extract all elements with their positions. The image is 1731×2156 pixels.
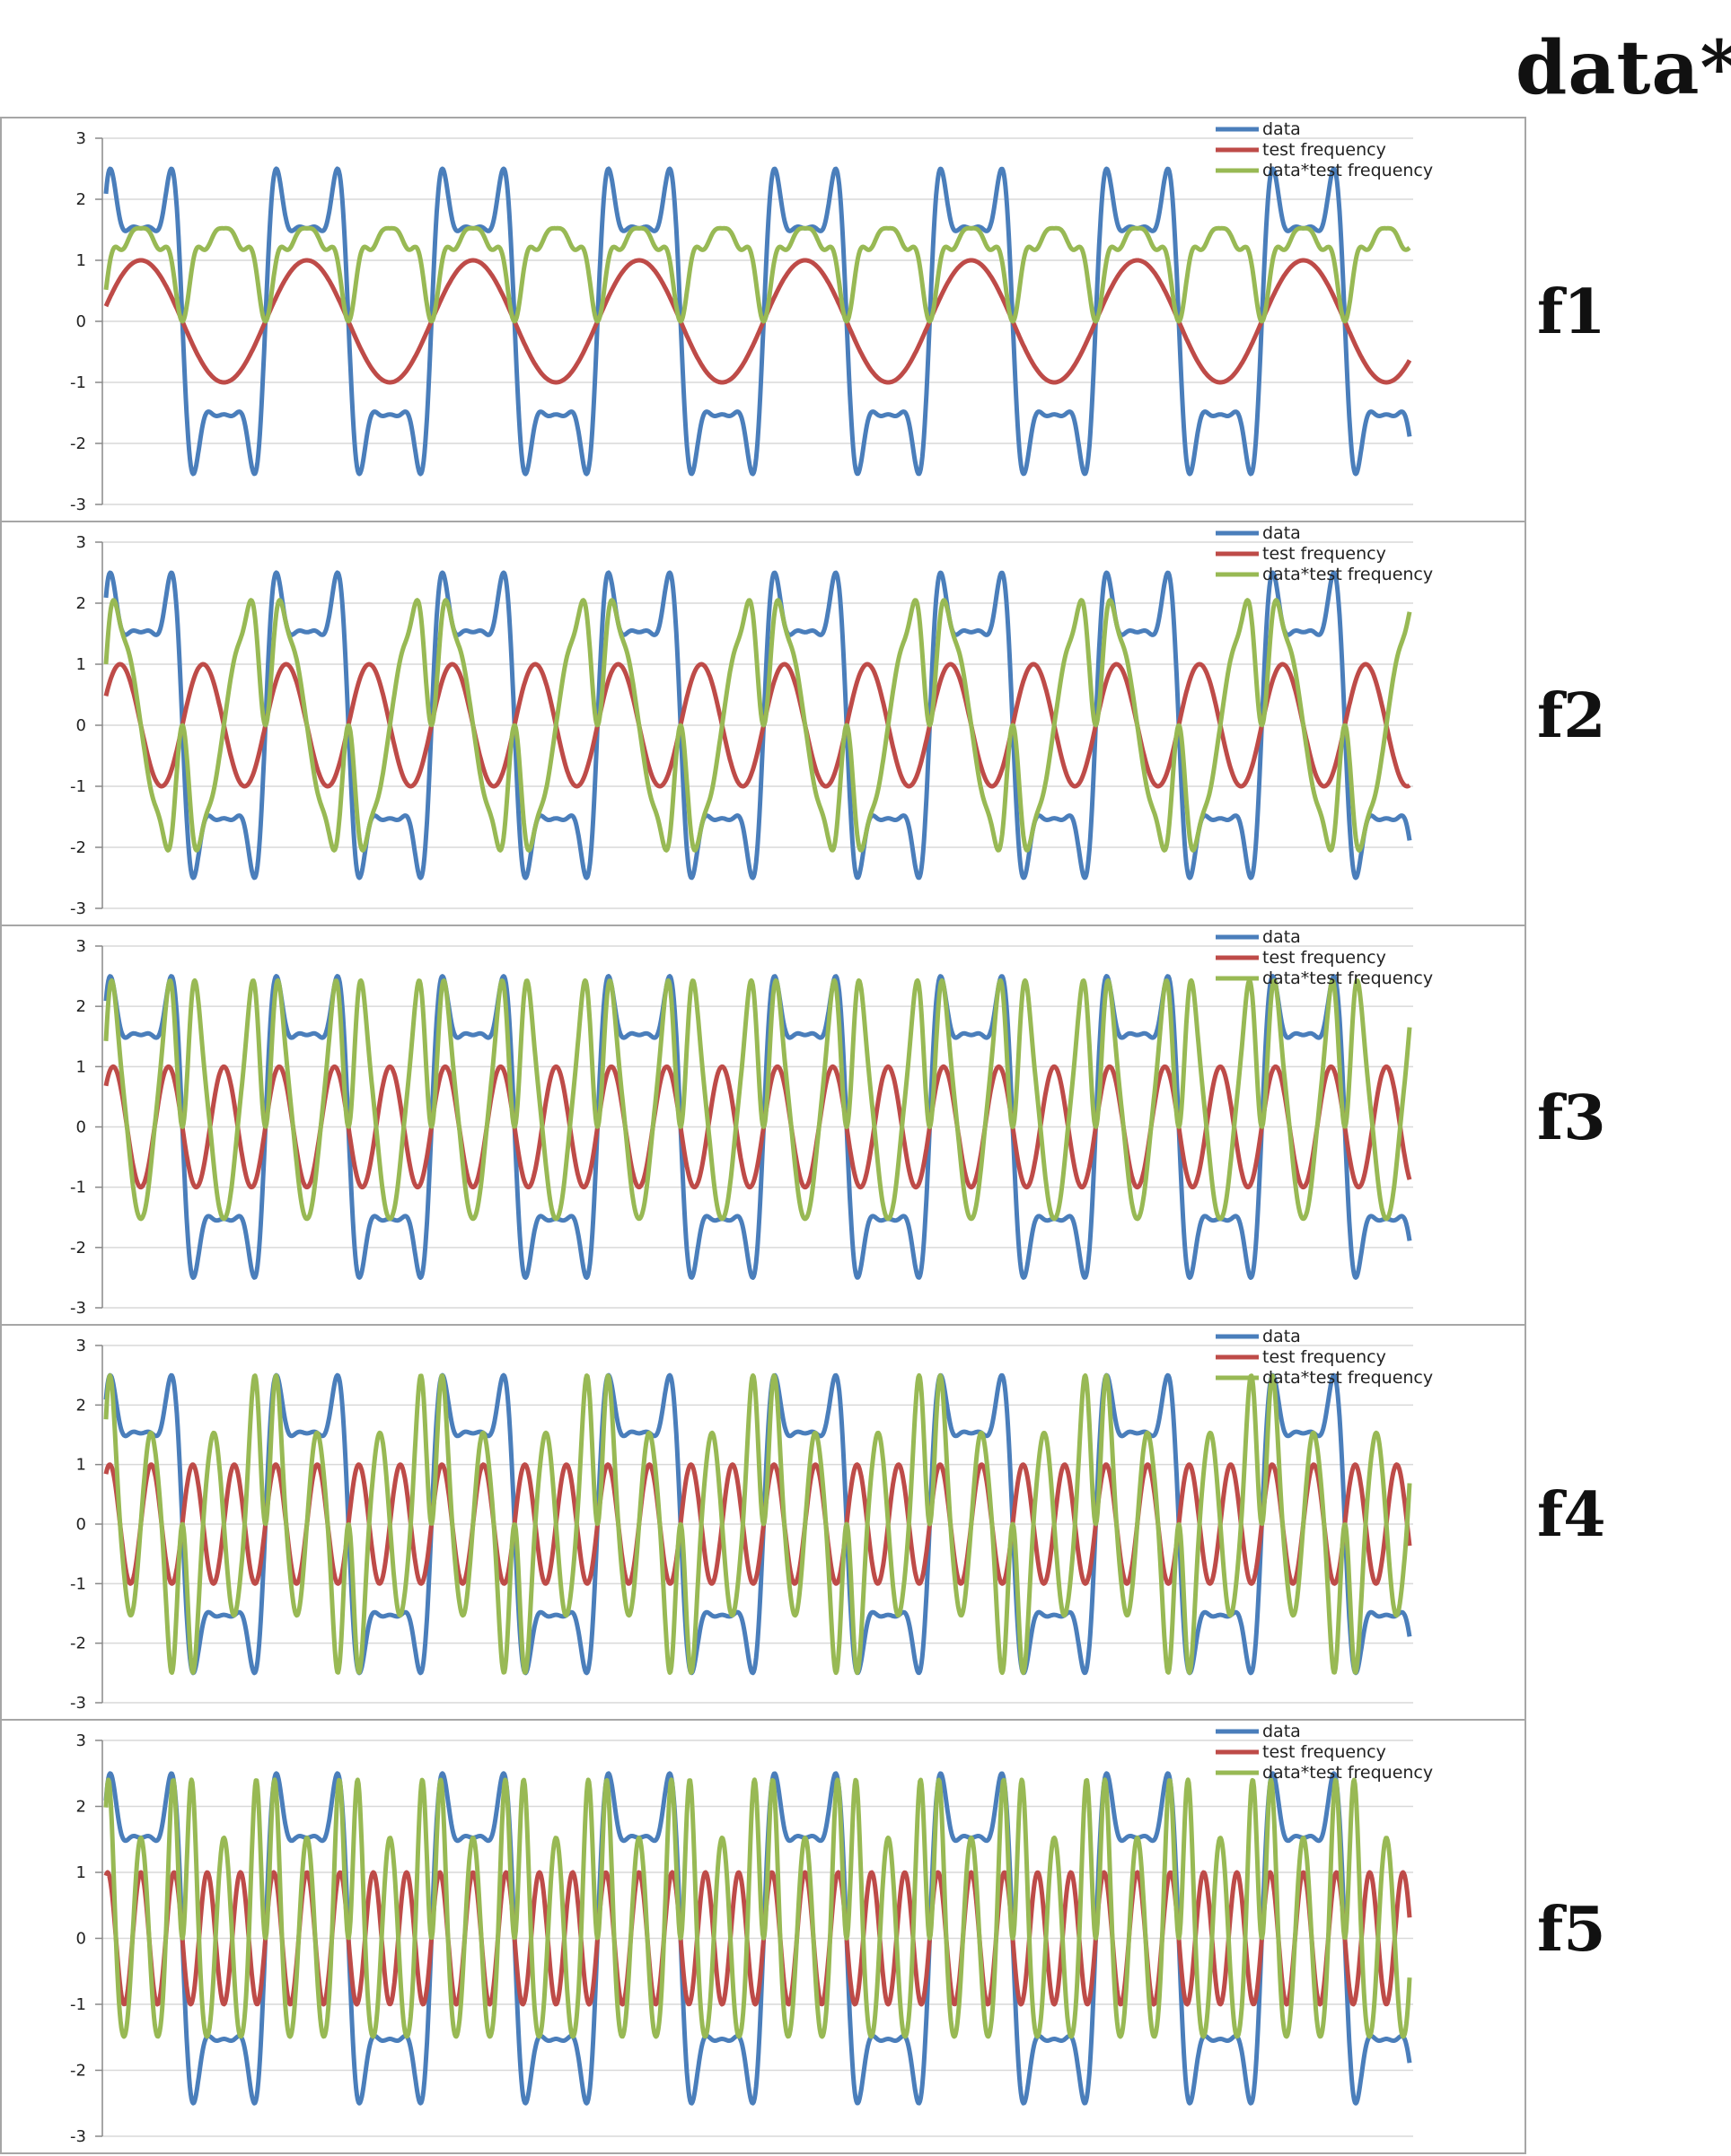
chart-panel-f4: 3 2 1 0 -1 -2 -3 data test frequency data*test fr… [0, 1324, 1526, 1721]
legend-label: data*test frequency [1262, 968, 1433, 988]
y-tick-label: 3 [76, 129, 86, 148]
series-test-frequency-line [103, 1870, 1412, 2007]
legend-label: data [1262, 1722, 1301, 1741]
chart-panel-f1: 3 2 1 0 -1 -2 -3 data test frequency data*test fr… [0, 117, 1526, 522]
y-tick-label: 3 [76, 1731, 86, 1750]
y-tick-label: -2 [70, 434, 86, 453]
chart-panel-f3: 3 2 1 0 -1 -2 -3 data test frequency data*test fr… [0, 925, 1526, 1326]
series-product-line [103, 225, 1411, 324]
y-tick-label: -3 [70, 1694, 86, 1713]
y-tick-label: 3 [76, 1337, 86, 1355]
series-data-line [103, 166, 1412, 477]
series-product-line [103, 1372, 1412, 1676]
series-data-line [103, 1771, 1412, 2106]
legend-label: data*test frequency [1262, 161, 1433, 180]
y-tick-label: 1 [76, 251, 86, 270]
y-tick-label: -2 [70, 1635, 86, 1653]
y-tick-label: -2 [70, 838, 86, 857]
legend-label: test frequency [1262, 1742, 1386, 1762]
frequency-label-f4: f4 [1537, 1479, 1606, 1551]
y-tick-label: 0 [76, 716, 86, 735]
legend-label: test frequency [1262, 948, 1386, 968]
series-test-frequency-line [103, 662, 1411, 789]
y-tick-label: 0 [76, 1118, 86, 1137]
y-tick-label: 2 [76, 1396, 86, 1415]
legend-label: data [1262, 1327, 1301, 1346]
series-product-line [103, 598, 1412, 853]
chart-panel-f5: 3 2 1 0 -1 -2 -3 data test frequency data*test fr… [0, 1719, 1526, 2154]
y-tick-label: -3 [70, 899, 86, 918]
legend-label: test frequency [1262, 544, 1386, 564]
series-product-line [103, 1777, 1412, 2039]
y-tick-label: 2 [76, 190, 86, 209]
series-product-line [103, 977, 1412, 1222]
series-test-frequency-line [103, 258, 1412, 385]
frequency-label-f2: f2 [1537, 680, 1606, 752]
y-tick-label: -1 [70, 1995, 86, 2014]
legend-label: data*test frequency [1262, 1763, 1433, 1783]
y-tick-label: -2 [70, 1239, 86, 1258]
y-tick-label: -3 [70, 1299, 86, 1318]
frequency-label-f5: f5 [1537, 1893, 1606, 1966]
legend-label: data*test frequency [1262, 565, 1433, 584]
y-tick-label: 0 [76, 312, 86, 331]
y-tick-label: -1 [70, 1179, 86, 1197]
legend-label: test frequency [1262, 140, 1386, 160]
y-tick-label: -3 [70, 2127, 86, 2146]
figure-title: data* [1516, 25, 1731, 111]
y-tick-label: 3 [76, 937, 86, 956]
y-tick-label: -3 [70, 495, 86, 514]
legend-label: data*test frequency [1262, 1368, 1433, 1388]
y-tick-label: 0 [76, 1930, 86, 1949]
y-tick-label: -1 [70, 373, 86, 392]
legend-label: data [1262, 927, 1301, 947]
chart-panel-f2: 3 2 1 0 -1 -2 -3 data test frequency data*test fr… [0, 521, 1526, 926]
y-tick-label: -2 [70, 2062, 86, 2081]
y-tick-label: 0 [76, 1515, 86, 1534]
y-tick-label: 2 [76, 594, 86, 613]
series-data-line [103, 570, 1412, 881]
frequency-label-f3: f3 [1537, 1082, 1606, 1154]
frequency-label-f1: f1 [1537, 276, 1606, 348]
y-tick-label: 2 [76, 997, 86, 1016]
y-tick-label: 3 [76, 533, 86, 552]
legend-label: test frequency [1262, 1347, 1386, 1367]
y-tick-label: 2 [76, 1798, 86, 1817]
y-tick-label: -1 [70, 1574, 86, 1593]
series-data-line [103, 974, 1412, 1280]
legend-label: data [1262, 523, 1301, 543]
y-tick-label: 1 [76, 655, 86, 674]
y-tick-label: -1 [70, 777, 86, 796]
y-tick-label: 1 [76, 1456, 86, 1475]
y-tick-label: 1 [76, 1057, 86, 1076]
legend-label: data [1262, 119, 1301, 139]
y-tick-label: 1 [76, 1863, 86, 1882]
